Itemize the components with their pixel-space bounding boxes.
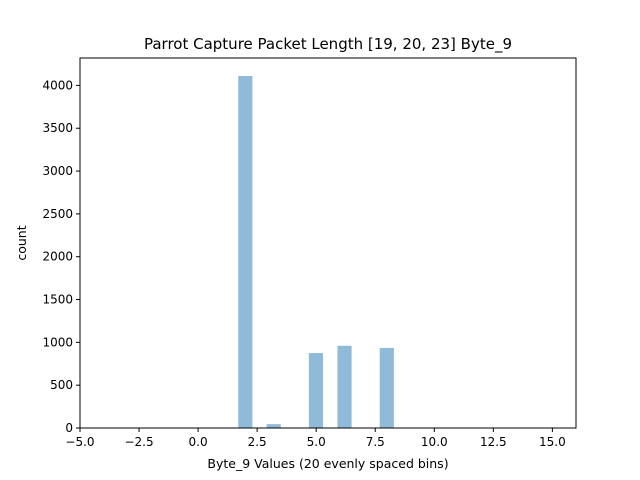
y-axis-ticks: 0 500 1000 1500 2000 2500 3000 3500 4000 <box>42 78 80 435</box>
y-tick-label: 500 <box>50 378 73 392</box>
y-axis-label: count <box>14 225 29 260</box>
y-tick-label: 1500 <box>42 293 73 307</box>
x-tick-label: 0.0 <box>189 435 208 449</box>
x-axis-ticks: −5.0 −2.5 0.0 2.5 5.0 7.5 10.0 12.5 15.0 <box>65 428 566 449</box>
y-tick-label: 3000 <box>42 164 73 178</box>
x-tick-label: −2.5 <box>124 435 153 449</box>
x-axis-label: Byte_9 Values (20 evenly spaced bins) <box>207 456 448 471</box>
y-tick-label: 3500 <box>42 121 73 135</box>
x-tick-label: 10.0 <box>421 435 448 449</box>
y-tick-label: 2500 <box>42 207 73 221</box>
y-tick-label: 0 <box>65 421 73 435</box>
x-tick-label: 2.5 <box>248 435 267 449</box>
histogram-bar <box>266 424 281 428</box>
x-tick-label: 5.0 <box>307 435 326 449</box>
y-tick-label: 4000 <box>42 78 73 92</box>
x-tick-label: −5.0 <box>65 435 94 449</box>
y-tick-label: 1000 <box>42 335 73 349</box>
plot-frame <box>79 57 577 429</box>
histogram-bar <box>379 347 394 428</box>
histogram-bar <box>308 353 324 428</box>
chart-title: Parrot Capture Packet Length [19, 20, 23… <box>144 35 512 54</box>
bars-group <box>238 75 394 428</box>
x-tick-label: 12.5 <box>480 435 507 449</box>
x-tick-label: 7.5 <box>366 435 385 449</box>
y-tick-label: 2000 <box>42 250 73 264</box>
x-tick-label: 15.0 <box>539 435 566 449</box>
histogram-bar <box>337 345 352 428</box>
histogram-bar <box>238 75 253 428</box>
